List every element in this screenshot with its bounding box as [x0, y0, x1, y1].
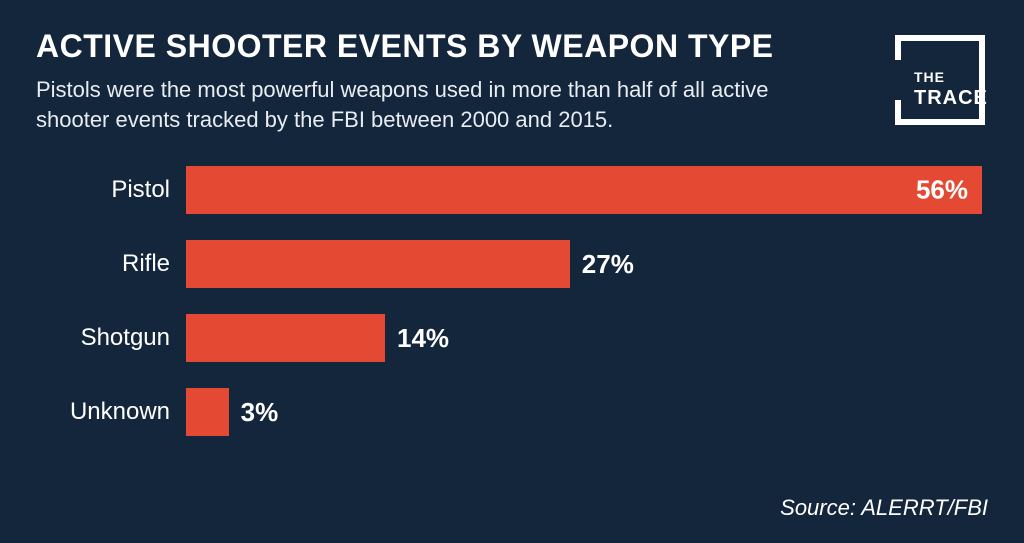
bar-row: Pistol 56% [46, 166, 982, 214]
bar [186, 240, 570, 288]
category-label: Rifle [46, 250, 186, 278]
bar-track: 14% [186, 314, 982, 362]
logo-svg: THE TRACE [892, 32, 988, 128]
logo-line2: TRACE [914, 87, 988, 109]
trace-logo: THE TRACE [892, 32, 988, 133]
value-label: 27% [582, 249, 634, 280]
bar-row: Unknown 3% [46, 388, 982, 436]
bar [186, 314, 385, 362]
bar [186, 388, 229, 436]
bar-track: 3% [186, 388, 982, 436]
bar-track: 27% [186, 240, 982, 288]
header: ACTIVE SHOOTER EVENTS BY WEAPON TYPE Pis… [36, 28, 988, 134]
bar-row: Shotgun 14% [46, 314, 982, 362]
source-attribution: Source: ALERRT/FBI [780, 495, 988, 521]
bar-chart: Pistol 56% Rifle 27% Shotgun 14% Unknown 3% [36, 166, 988, 436]
bar: 56% [186, 166, 982, 214]
chart-subtitle: Pistols were the most powerful weapons u… [36, 75, 796, 134]
value-label: 14% [397, 323, 449, 354]
category-label: Pistol [46, 176, 186, 204]
logo-line1: THE [914, 69, 945, 85]
chart-title: ACTIVE SHOOTER EVENTS BY WEAPON TYPE [36, 28, 872, 65]
value-label: 3% [241, 397, 279, 428]
chart-canvas: ACTIVE SHOOTER EVENTS BY WEAPON TYPE Pis… [0, 0, 1024, 543]
header-text: ACTIVE SHOOTER EVENTS BY WEAPON TYPE Pis… [36, 28, 892, 134]
category-label: Unknown [46, 398, 186, 426]
bar-row: Rifle 27% [46, 240, 982, 288]
bar-track: 56% [186, 166, 982, 214]
category-label: Shotgun [46, 324, 186, 352]
value-label: 56% [916, 175, 968, 206]
